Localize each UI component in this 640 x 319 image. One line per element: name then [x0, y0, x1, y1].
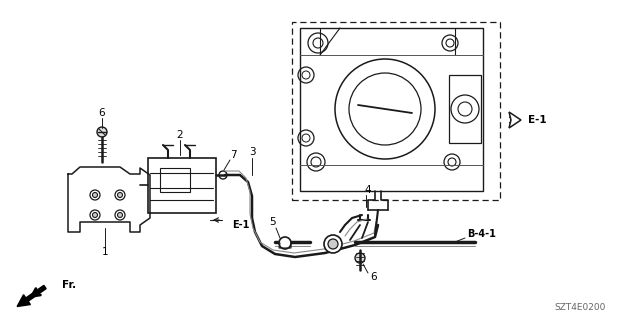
Text: 1: 1 [102, 247, 108, 257]
Circle shape [324, 235, 342, 253]
Circle shape [93, 212, 97, 218]
Text: 5: 5 [269, 217, 276, 227]
Text: E-1: E-1 [528, 115, 547, 125]
Text: 4: 4 [365, 185, 371, 195]
Bar [300, 28, 483, 191]
Bar [449, 75, 481, 143]
Circle shape [355, 253, 365, 263]
FancyArrow shape [17, 286, 46, 307]
Text: B-4-1: B-4-1 [468, 229, 497, 239]
Text: 2: 2 [177, 130, 183, 140]
Circle shape [93, 192, 97, 197]
Circle shape [118, 212, 122, 218]
Text: E-1: E-1 [232, 220, 250, 230]
Bar [148, 158, 216, 213]
Bar [292, 22, 500, 200]
Text: SZT4E0200: SZT4E0200 [554, 303, 605, 313]
Circle shape [97, 127, 107, 137]
Circle shape [328, 239, 338, 249]
Text: 6: 6 [99, 108, 106, 118]
Text: 6: 6 [371, 272, 378, 282]
Polygon shape [509, 112, 521, 128]
Circle shape [279, 237, 291, 249]
Bar [160, 168, 190, 192]
Circle shape [118, 192, 122, 197]
Text: 7: 7 [230, 150, 236, 160]
Text: 3: 3 [249, 147, 255, 157]
Text: Fr.: Fr. [62, 280, 76, 290]
